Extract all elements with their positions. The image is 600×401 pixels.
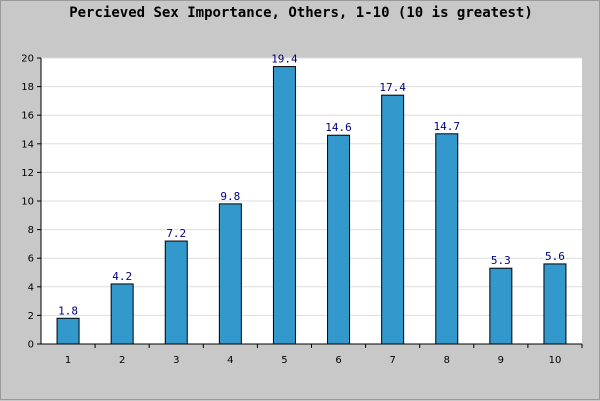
y-tick-label: 2 [28, 311, 34, 322]
x-tick-label: 4 [227, 355, 233, 366]
y-tick-label: 20 [21, 54, 34, 65]
data-label: 9.8 [220, 190, 240, 203]
bar [218, 203, 242, 345]
x-tick-label: 1 [65, 355, 71, 366]
y-tick-label: 4 [28, 282, 34, 293]
x-tick-label: 6 [335, 355, 341, 366]
data-label: 14.7 [434, 120, 461, 133]
y-tick-label: 0 [28, 340, 34, 351]
y-tick-label: 10 [21, 197, 34, 208]
data-label: 5.3 [491, 254, 511, 267]
bar [489, 267, 513, 345]
bar [164, 240, 188, 345]
bar [56, 317, 80, 345]
chart-title: Percieved Sex Importance, Others, 1-10 (… [69, 5, 533, 21]
data-label: 17.4 [379, 81, 406, 94]
data-label: 14.6 [325, 121, 352, 134]
y-tick-label: 16 [21, 111, 34, 122]
y-tick-label: 14 [21, 139, 34, 150]
y-tick-label: 6 [28, 254, 34, 265]
y-tick-label: 12 [21, 168, 34, 179]
bar [110, 283, 134, 345]
data-label: 19.4 [271, 53, 298, 66]
bar [543, 263, 567, 345]
x-tick-label: 3 [173, 355, 179, 366]
data-label: 4.2 [112, 270, 132, 283]
x-tick-label: 5 [281, 355, 287, 366]
x-tick-label: 7 [389, 355, 395, 366]
x-tick-label: 8 [444, 355, 450, 366]
data-label: 5.6 [545, 250, 565, 263]
x-tick-label: 2 [119, 355, 125, 366]
bar [381, 94, 405, 345]
y-tick-label: 8 [28, 225, 34, 236]
x-tick-label: 10 [549, 355, 562, 366]
y-tick-label: 18 [21, 82, 34, 93]
bar [435, 133, 459, 345]
bar [272, 66, 296, 345]
data-label: 1.8 [58, 304, 78, 317]
bar [327, 134, 351, 345]
data-label: 7.2 [166, 227, 186, 240]
x-tick-label: 9 [498, 355, 504, 366]
